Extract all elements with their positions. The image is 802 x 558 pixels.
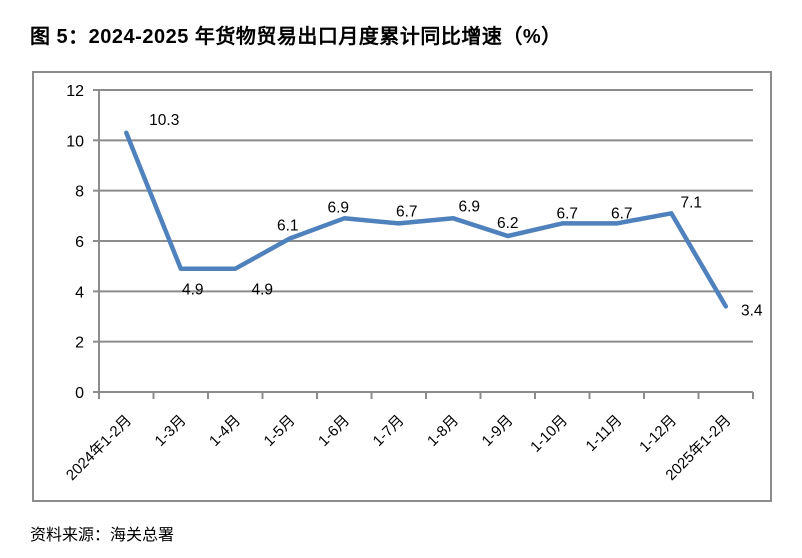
x-category-label: 1-10月: [527, 412, 571, 456]
data-label: 3.4: [741, 302, 763, 319]
x-category-label: 1-6月: [315, 412, 353, 450]
y-tick-label: 6: [75, 234, 84, 251]
data-label: 6.7: [611, 205, 633, 222]
y-tick-label: 8: [75, 184, 84, 201]
data-label: 10.3: [149, 112, 179, 129]
data-label: 6.1: [277, 217, 299, 234]
x-category-label: 1-3月: [152, 412, 190, 450]
data-labels: 10.3 4.9 4.9 6.1 6.9 6.7 6.9 6.2 6.7 6.7 7.1 3.4: [149, 112, 763, 320]
data-label: 7.1: [680, 194, 702, 211]
y-tick-label: 0: [75, 385, 84, 402]
x-category-label: 1-4月: [206, 412, 244, 450]
x-category-label: 2024年1-2月: [63, 412, 135, 484]
y-tick-label: 12: [66, 83, 84, 100]
y-tick-label: 2: [75, 335, 84, 352]
y-tick-label: 4: [75, 284, 84, 301]
series-line: [124, 130, 729, 309]
chart-container: 0 2 4 6 8 10 12 2024年1-2月 1-3月 1-4月 1-5月 1-6月 1-7月 1-…: [32, 71, 772, 502]
y-axis-labels: 0 2 4 6 8 10 12: [66, 83, 84, 402]
x-category-label: 1-7月: [370, 412, 408, 450]
data-label: 4.9: [251, 282, 273, 299]
data-label: 6.7: [556, 205, 578, 222]
data-label: 6.9: [327, 199, 349, 216]
source-note: 资料来源：海关总署: [30, 527, 175, 544]
axes: [93, 89, 754, 399]
x-category-label: 1-12月: [636, 412, 680, 456]
gridlines: [99, 89, 753, 393]
data-label: 6.9: [458, 198, 480, 215]
data-label: 6.2: [497, 215, 519, 232]
x-category-label: 1-5月: [261, 412, 299, 450]
x-axis-labels: 2024年1-2月 1-3月 1-4月 1-5月 1-6月 1-7月 1-8月 1-9月 1-1…: [63, 412, 735, 484]
x-category-label: 1-11月: [583, 412, 626, 455]
figure-title: 图 5：2024-2025 年货物贸易出口月度累计同比增速（%）: [30, 26, 562, 48]
x-category-label: 1-8月: [424, 412, 462, 450]
data-label: 6.7: [396, 203, 418, 220]
y-tick-label: 10: [66, 133, 84, 150]
data-label: 4.9: [182, 282, 204, 299]
x-category-label: 1-9月: [479, 412, 517, 450]
data-series: [124, 130, 729, 309]
line-chart: 0 2 4 6 8 10 12 2024年1-2月 1-3月 1-4月 1-5月 1-6月 1-7月 1-…: [63, 83, 763, 484]
